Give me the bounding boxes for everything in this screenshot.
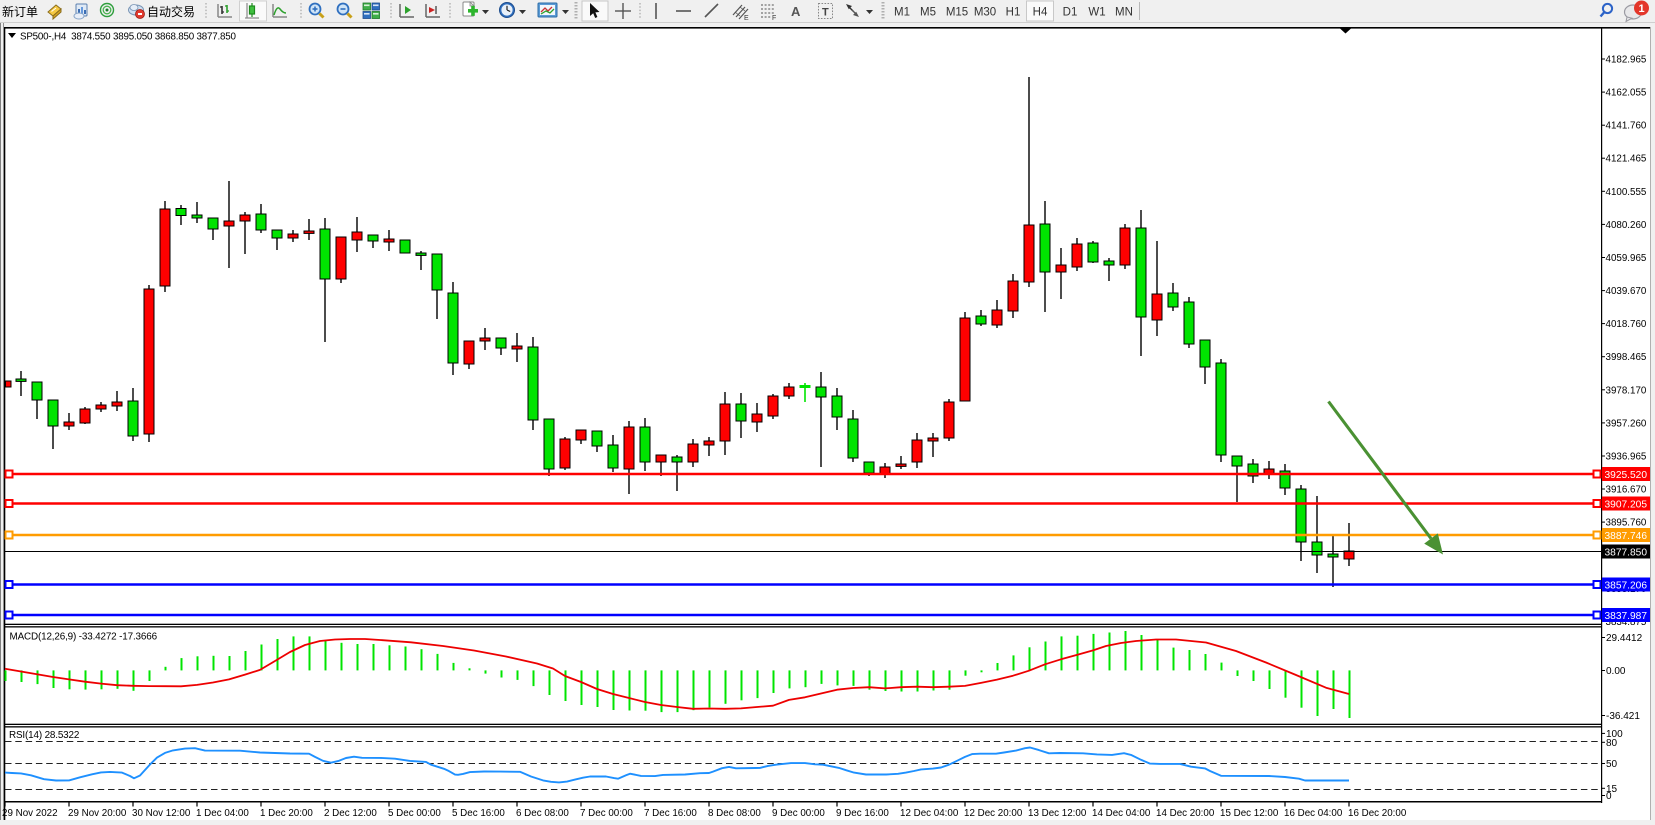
svg-text:W1: W1 bbox=[1088, 7, 1105, 19]
svg-text:9 Dec 00:00: 9 Dec 00:00 bbox=[772, 808, 825, 819]
svg-text:2 Dec 12:00: 2 Dec 12:00 bbox=[324, 808, 377, 819]
svg-text:7 Dec 16:00: 7 Dec 16:00 bbox=[644, 808, 697, 819]
svg-text:1 Dec 20:00: 1 Dec 20:00 bbox=[260, 808, 313, 819]
svg-text:D1: D1 bbox=[1063, 7, 1078, 19]
svg-text:M1: M1 bbox=[894, 7, 910, 19]
svg-text:9 Dec 16:00: 9 Dec 16:00 bbox=[836, 808, 889, 819]
svg-text:13 Dec 12:00: 13 Dec 12:00 bbox=[1028, 808, 1087, 819]
svg-text:0.00: 0.00 bbox=[1606, 666, 1626, 677]
svg-text:29.4412: 29.4412 bbox=[1606, 633, 1643, 644]
svg-text:29 Nov 2022: 29 Nov 2022 bbox=[2, 808, 58, 819]
svg-text:100: 100 bbox=[1606, 729, 1623, 740]
svg-text:4059.965: 4059.965 bbox=[1606, 253, 1647, 264]
svg-text:F: F bbox=[772, 15, 776, 22]
svg-text:3877.850: 3877.850 bbox=[1605, 547, 1648, 558]
svg-text:4018.760: 4018.760 bbox=[1606, 319, 1647, 330]
svg-text:16 Dec 20:00: 16 Dec 20:00 bbox=[1348, 808, 1407, 819]
svg-text:3837.987: 3837.987 bbox=[1605, 611, 1648, 622]
svg-text:SP500-,H4 3874.550 3895.050 3: SP500-,H4 3874.550 3895.050 3868.850 387… bbox=[20, 32, 237, 43]
svg-text:3916.670: 3916.670 bbox=[1606, 485, 1647, 496]
svg-text:5 Dec 00:00: 5 Dec 00:00 bbox=[388, 808, 441, 819]
svg-text:3978.170: 3978.170 bbox=[1606, 385, 1647, 396]
svg-text:50: 50 bbox=[1606, 759, 1618, 770]
svg-text:MACD(12,26,9) -33.4272 -17.366: MACD(12,26,9) -33.4272 -17.3666 bbox=[10, 632, 158, 643]
svg-text:5 Dec 16:00: 5 Dec 16:00 bbox=[452, 808, 505, 819]
svg-text:3887.746: 3887.746 bbox=[1605, 531, 1648, 542]
svg-text:1: 1 bbox=[1638, 3, 1644, 15]
svg-text:RSI(14) 28.5322: RSI(14) 28.5322 bbox=[9, 730, 79, 741]
svg-text:14 Dec 20:00: 14 Dec 20:00 bbox=[1156, 808, 1215, 819]
svg-text:T: T bbox=[822, 7, 829, 19]
svg-text:6 Dec 08:00: 6 Dec 08:00 bbox=[516, 808, 569, 819]
svg-text:自动交易: 自动交易 bbox=[147, 4, 195, 19]
svg-text:4039.670: 4039.670 bbox=[1606, 286, 1647, 297]
svg-text:4182.965: 4182.965 bbox=[1606, 55, 1647, 66]
svg-text:3895.760: 3895.760 bbox=[1606, 518, 1647, 529]
svg-text:3957.260: 3957.260 bbox=[1606, 418, 1647, 429]
svg-text:4141.760: 4141.760 bbox=[1606, 121, 1647, 132]
svg-text:3834.875: 3834.875 bbox=[1606, 617, 1647, 628]
svg-text:4162.055: 4162.055 bbox=[1606, 88, 1647, 99]
svg-text:A: A bbox=[791, 4, 801, 19]
svg-text:12 Dec 04:00: 12 Dec 04:00 bbox=[900, 808, 959, 819]
svg-text:4121.465: 4121.465 bbox=[1606, 154, 1647, 165]
svg-text:H1: H1 bbox=[1006, 7, 1021, 19]
svg-text:4080.260: 4080.260 bbox=[1606, 220, 1647, 231]
svg-text:15 Dec 12:00: 15 Dec 12:00 bbox=[1220, 808, 1279, 819]
svg-text:80: 80 bbox=[1606, 738, 1618, 749]
svg-text:H4: H4 bbox=[1033, 7, 1048, 19]
svg-text:4100.555: 4100.555 bbox=[1606, 187, 1647, 198]
svg-text:16 Dec 04:00: 16 Dec 04:00 bbox=[1284, 808, 1343, 819]
svg-text:1 Dec 04:00: 1 Dec 04:00 bbox=[196, 808, 249, 819]
svg-text:12 Dec 20:00: 12 Dec 20:00 bbox=[964, 808, 1023, 819]
svg-text:MN: MN bbox=[1115, 7, 1133, 19]
svg-text:29 Nov 20:00: 29 Nov 20:00 bbox=[68, 808, 127, 819]
svg-text:3857.206: 3857.206 bbox=[1605, 580, 1648, 591]
svg-text:新订单: 新订单 bbox=[2, 4, 38, 19]
svg-text:30 Nov 12:00: 30 Nov 12:00 bbox=[132, 808, 191, 819]
svg-text:8 Dec 08:00: 8 Dec 08:00 bbox=[708, 808, 761, 819]
svg-text:7 Dec 00:00: 7 Dec 00:00 bbox=[580, 808, 633, 819]
svg-text:M5: M5 bbox=[920, 7, 936, 19]
svg-text:-36.421: -36.421 bbox=[1606, 711, 1640, 722]
svg-text:E: E bbox=[744, 15, 749, 22]
svg-text:M30: M30 bbox=[974, 7, 996, 19]
svg-text:0: 0 bbox=[1606, 791, 1612, 802]
svg-text:14 Dec 04:00: 14 Dec 04:00 bbox=[1092, 808, 1151, 819]
svg-text:M15: M15 bbox=[946, 7, 968, 19]
svg-text:3907.205: 3907.205 bbox=[1605, 499, 1648, 510]
svg-text:15: 15 bbox=[1606, 784, 1618, 795]
svg-text:3925.520: 3925.520 bbox=[1605, 470, 1648, 481]
svg-text:3998.465: 3998.465 bbox=[1606, 352, 1647, 363]
svg-text:3936.965: 3936.965 bbox=[1606, 452, 1647, 463]
